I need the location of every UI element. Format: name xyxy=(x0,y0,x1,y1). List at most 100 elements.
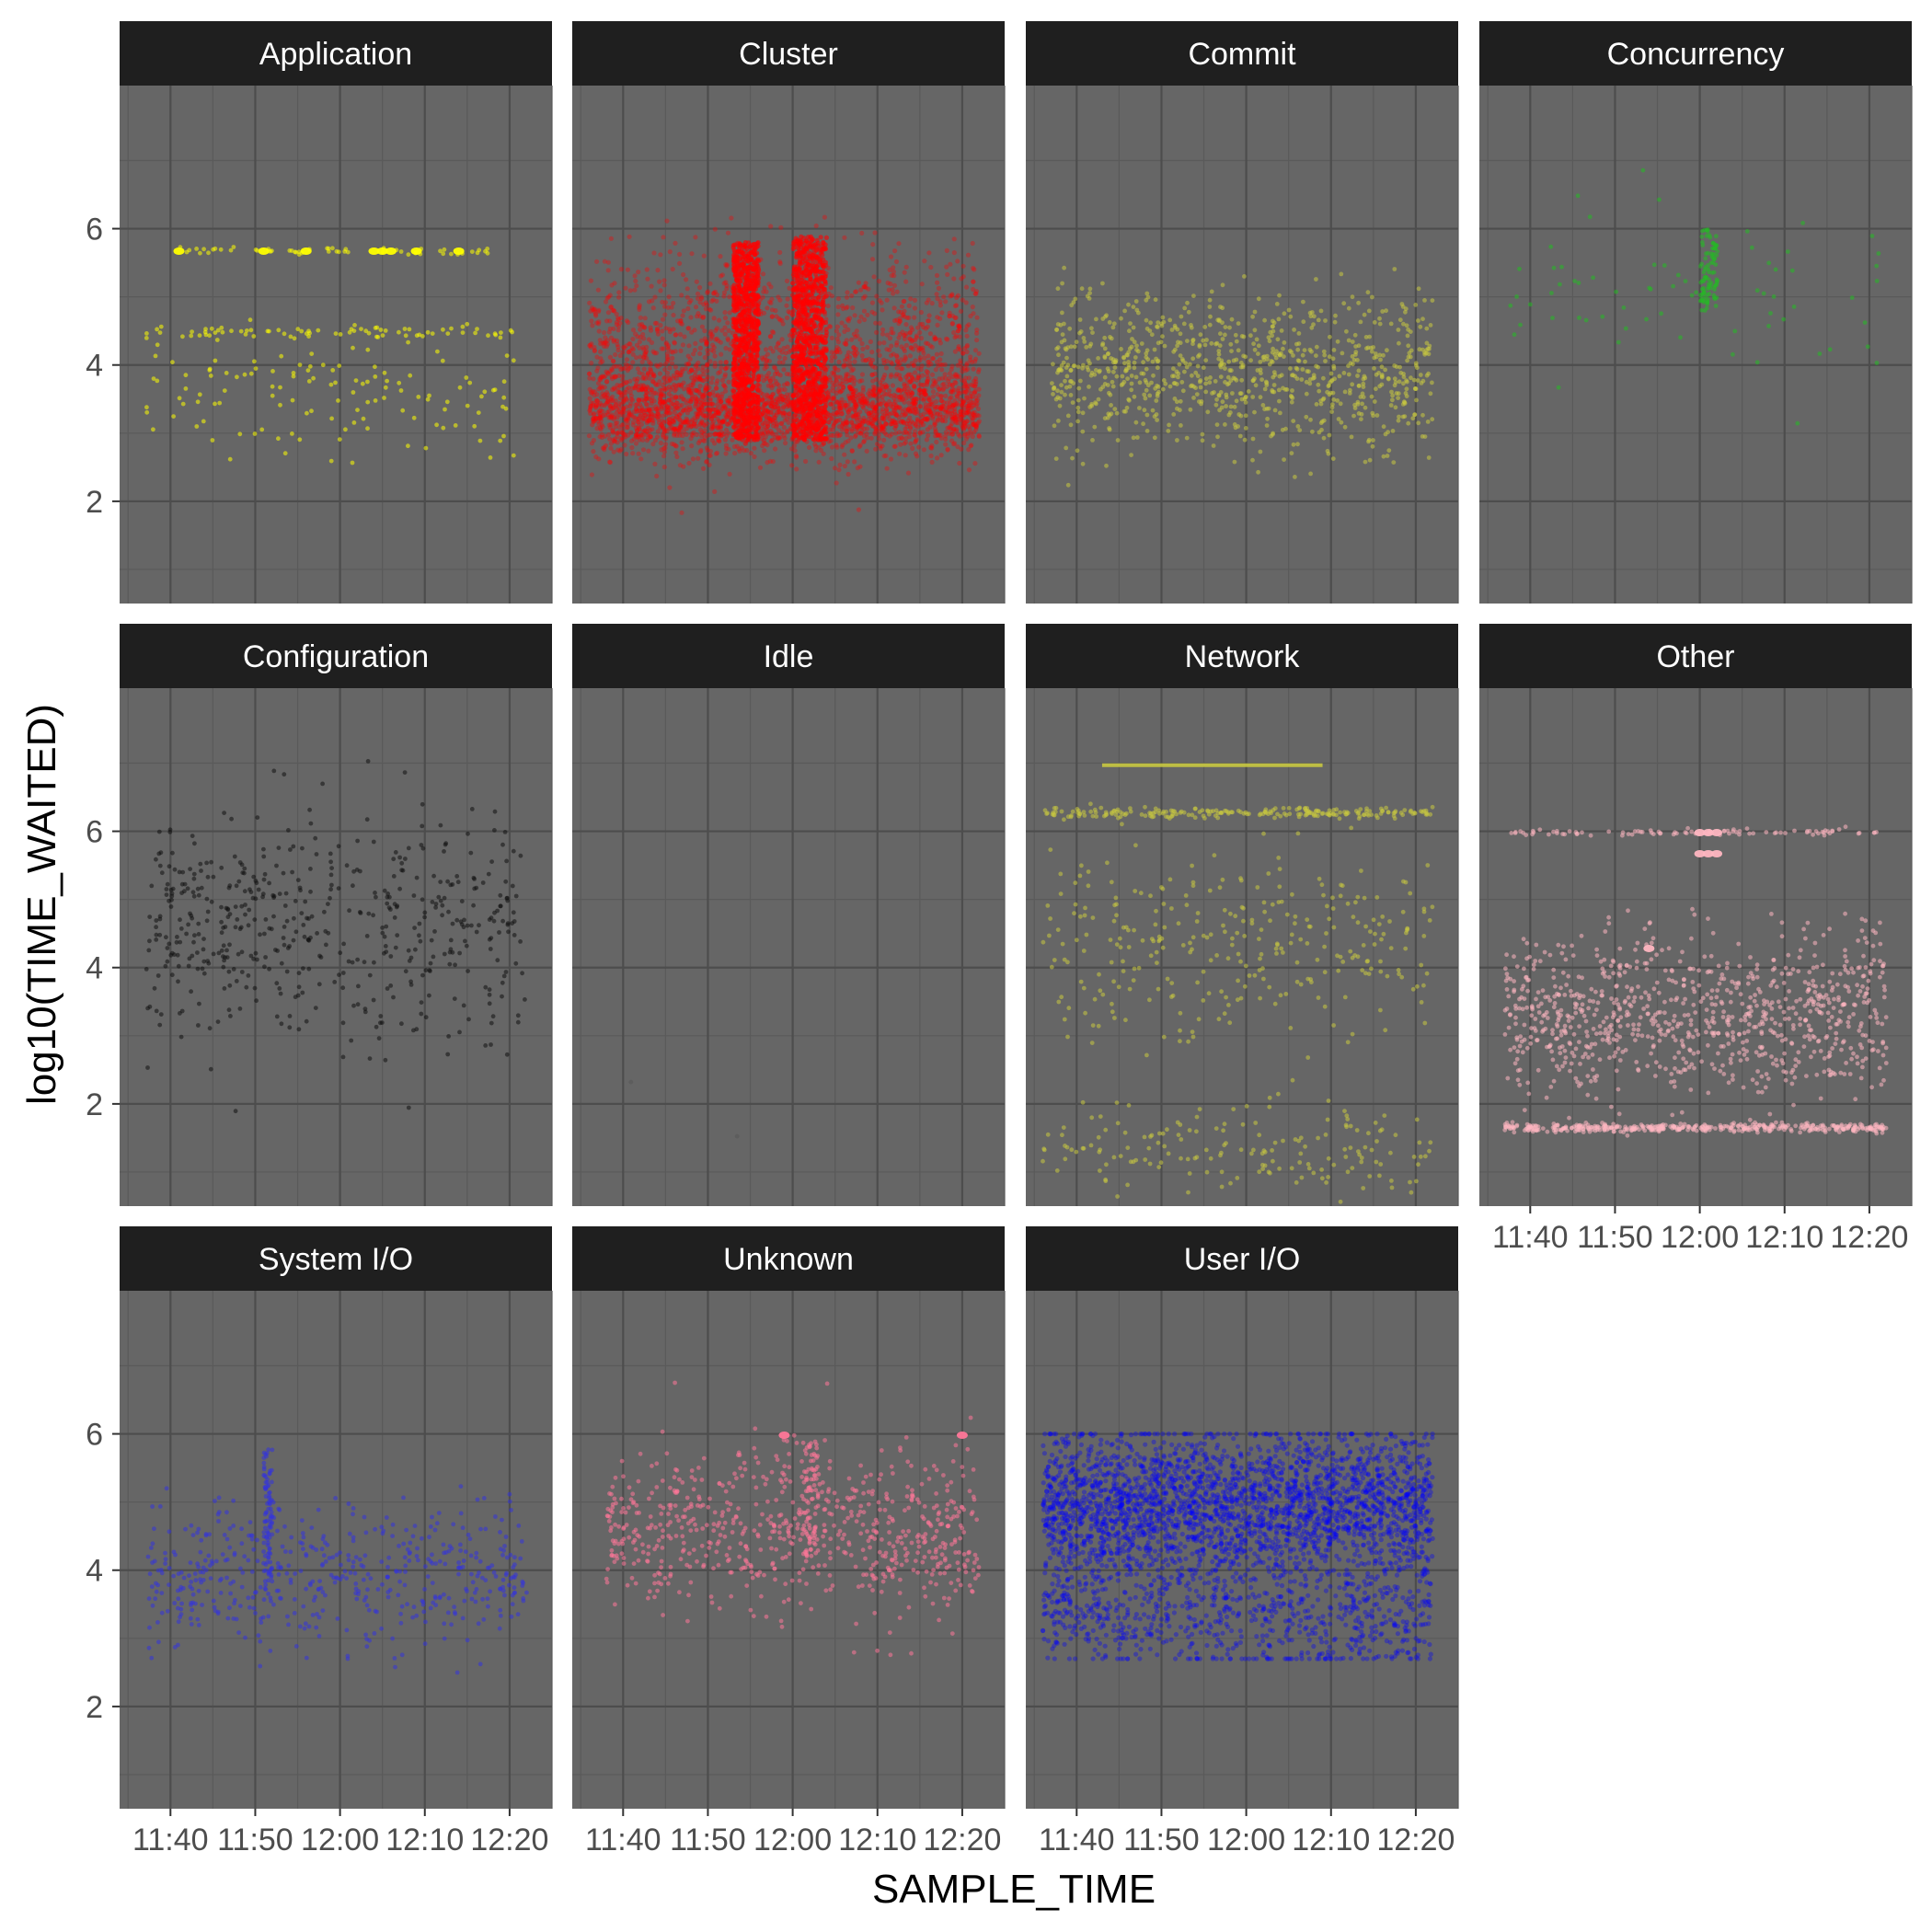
data-point xyxy=(423,445,429,451)
data-point xyxy=(666,391,672,397)
data-point xyxy=(768,403,774,408)
data-point xyxy=(741,388,746,394)
data-point xyxy=(821,451,826,456)
data-point xyxy=(944,247,949,253)
data-point xyxy=(960,401,965,407)
data-point xyxy=(732,432,739,438)
data-point xyxy=(678,317,684,323)
data-point xyxy=(194,424,200,429)
data-point xyxy=(603,299,609,305)
data-point xyxy=(852,399,857,405)
data-point xyxy=(349,327,354,332)
data-point xyxy=(888,360,894,365)
data-point xyxy=(912,432,917,438)
data-point xyxy=(937,357,943,362)
data-point xyxy=(270,384,275,389)
data-point xyxy=(475,327,479,331)
data-point xyxy=(971,400,976,406)
data-point xyxy=(852,459,857,465)
data-point xyxy=(594,259,600,264)
data-point xyxy=(615,324,622,329)
highlight-point xyxy=(385,247,397,256)
data-point xyxy=(938,351,944,356)
data-point xyxy=(911,400,916,406)
data-point xyxy=(443,407,447,412)
data-point xyxy=(834,433,840,439)
data-point xyxy=(732,451,738,456)
data-point xyxy=(755,266,762,271)
data-point xyxy=(227,456,233,462)
data-point xyxy=(912,397,917,403)
data-point xyxy=(907,330,913,336)
data-point xyxy=(615,383,620,388)
data-point xyxy=(704,341,709,347)
data-point xyxy=(705,351,711,357)
data-point xyxy=(972,389,978,395)
data-point xyxy=(777,373,783,378)
data-point xyxy=(734,443,740,449)
data-point xyxy=(768,300,774,305)
data-point xyxy=(733,337,740,342)
data-point xyxy=(658,288,663,293)
data-point xyxy=(925,380,930,385)
data-point xyxy=(624,396,629,401)
data-point xyxy=(957,324,962,329)
data-point xyxy=(947,411,952,417)
data-point xyxy=(703,387,708,393)
data-point xyxy=(937,376,942,382)
data-point xyxy=(655,327,661,332)
data-point xyxy=(889,272,894,278)
data-point xyxy=(761,427,766,432)
data-point xyxy=(247,317,253,323)
data-point xyxy=(402,327,408,331)
data-point xyxy=(690,382,696,387)
data-point xyxy=(220,329,225,335)
data-point xyxy=(688,390,694,396)
data-point xyxy=(784,303,789,308)
data-point xyxy=(683,420,688,425)
data-point xyxy=(852,359,857,364)
data-point xyxy=(217,400,223,406)
data-point xyxy=(704,458,709,464)
data-point xyxy=(854,289,859,294)
data-point xyxy=(881,339,887,346)
data-point xyxy=(722,385,729,390)
data-point xyxy=(929,356,936,362)
data-point xyxy=(651,398,657,404)
data-point xyxy=(915,418,921,423)
data-point xyxy=(228,247,234,253)
data-point xyxy=(661,278,667,283)
data-point xyxy=(828,438,834,443)
data-point xyxy=(365,379,370,385)
data-point xyxy=(884,401,890,407)
data-point xyxy=(743,430,749,435)
data-point xyxy=(289,248,294,253)
data-point xyxy=(684,410,691,416)
data-point xyxy=(629,444,635,451)
data-point xyxy=(647,408,652,413)
data-point xyxy=(602,259,608,264)
data-point xyxy=(591,415,596,420)
data-point xyxy=(889,393,894,398)
data-point xyxy=(844,421,849,427)
data-point xyxy=(884,410,890,416)
data-point xyxy=(697,284,703,291)
data-point xyxy=(869,363,876,369)
data-point xyxy=(708,412,714,419)
data-point xyxy=(201,247,207,252)
data-point xyxy=(867,356,872,362)
data-point xyxy=(945,271,950,277)
data-point xyxy=(595,287,602,293)
data-point xyxy=(941,385,947,391)
data-point xyxy=(679,510,684,515)
data-point xyxy=(861,438,868,443)
data-point xyxy=(742,347,748,352)
data-point xyxy=(657,379,662,385)
data-point xyxy=(680,397,685,402)
data-point xyxy=(734,260,740,267)
data-point xyxy=(949,420,955,426)
data-point xyxy=(831,410,836,417)
data-point xyxy=(869,257,876,262)
data-point xyxy=(903,396,909,401)
data-point xyxy=(959,414,964,420)
